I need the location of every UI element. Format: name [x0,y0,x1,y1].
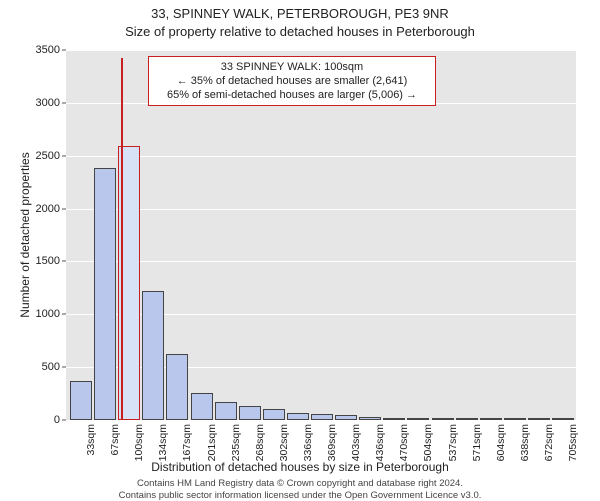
footer-line1: Contains HM Land Registry data © Crown c… [0,478,600,489]
y-tick-label: 0 [10,414,60,426]
y-tick-label: 1500 [10,255,60,267]
histogram-bar [239,406,261,420]
x-tick-label: 369sqm [326,424,338,474]
y-tick-mark [62,102,66,103]
callout-line3: 65% of semi-detached houses are larger (… [155,88,429,102]
x-tick-label: 336sqm [302,424,314,474]
page-title-line2: Size of property relative to detached ho… [0,24,600,39]
x-tick-label: 134sqm [157,424,169,474]
histogram-bar [432,418,454,420]
x-tick-label: 672sqm [543,424,555,474]
x-tick-label: 504sqm [422,424,434,474]
x-tick-label: 638sqm [519,424,531,474]
x-tick-label: 201sqm [206,424,218,474]
y-tick-mark [62,50,66,51]
x-tick-label: 403sqm [350,424,362,474]
x-tick-label: 33sqm [85,424,97,474]
histogram-bar [94,168,116,420]
histogram-bar [263,409,285,420]
x-tick-label: 436sqm [374,424,386,474]
histogram-bar [335,415,357,420]
y-tick-mark [62,367,66,368]
y-tick-label: 2000 [10,203,60,215]
histogram-bar [359,417,381,420]
histogram-bar [287,413,309,420]
histogram-bar [311,414,333,420]
x-tick-label: 571sqm [471,424,483,474]
gridline [66,209,576,210]
gridline [66,261,576,262]
callout-line2: ← 35% of detached houses are smaller (2,… [155,74,429,88]
y-tick-mark [62,208,66,209]
histogram-bar [142,291,164,420]
histogram-bar [407,418,429,420]
x-tick-label: 302sqm [278,424,290,474]
x-tick-label: 604sqm [495,424,507,474]
x-tick-label: 235sqm [230,424,242,474]
callout-line1: 33 SPINNEY WALK: 100sqm [155,60,429,74]
x-tick-label: 537sqm [447,424,459,474]
gridline [66,156,576,157]
histogram-bar [528,418,550,420]
y-tick-label: 2500 [10,150,60,162]
histogram-bar [480,418,502,420]
x-tick-label: 705sqm [567,424,579,474]
callout-box: 33 SPINNEY WALK: 100sqm ← 35% of detache… [148,56,436,106]
y-tick-label: 3500 [10,44,60,56]
histogram-bar [383,418,405,420]
histogram-bar [166,354,188,420]
y-tick-label: 1000 [10,308,60,320]
gridline [66,50,576,51]
x-tick-label: 167sqm [181,424,193,474]
histogram-bar [70,381,92,420]
histogram-bar [504,418,526,420]
page-title-line1: 33, SPINNEY WALK, PETERBOROUGH, PE3 9NR [0,6,600,21]
histogram-bar [215,402,237,420]
reference-line [121,58,123,420]
y-tick-mark [62,314,66,315]
y-tick-mark [62,155,66,156]
y-tick-label: 500 [10,361,60,373]
histogram-bar [456,418,478,420]
x-tick-label: 67sqm [109,424,121,474]
y-tick-label: 3000 [10,97,60,109]
histogram-bar [191,393,213,420]
histogram-bar [552,418,574,420]
y-tick-mark [62,261,66,262]
y-tick-mark [62,420,66,421]
x-tick-label: 268sqm [254,424,266,474]
gridline [66,420,576,421]
footer-line2: Contains public sector information licen… [0,490,600,501]
x-tick-label: 100sqm [133,424,145,474]
x-tick-label: 470sqm [398,424,410,474]
